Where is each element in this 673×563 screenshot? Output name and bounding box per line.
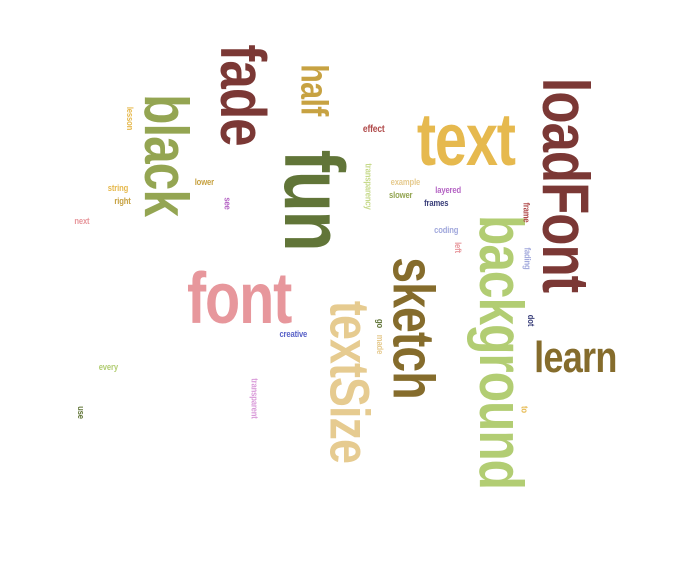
word-textsize: textSize <box>317 300 381 464</box>
word-fading: fading <box>522 246 533 270</box>
word-frame: frame <box>521 201 532 223</box>
word-transparent: transparent <box>249 377 260 419</box>
word-right: right <box>113 195 131 206</box>
word-frames: frames <box>424 197 449 208</box>
word-to: to <box>519 405 530 413</box>
word-coding: coding <box>434 224 459 235</box>
word-text: text <box>416 98 516 181</box>
word-made: made <box>374 334 385 354</box>
word-sketch: sketch <box>379 257 445 399</box>
word-black: black <box>131 94 201 216</box>
word-string: string <box>107 182 129 193</box>
word-use: use <box>75 405 86 419</box>
word-example: example <box>390 176 420 187</box>
word-next: next <box>74 215 90 226</box>
word-dot: dot <box>525 314 536 326</box>
word-learn: learn <box>533 333 617 382</box>
word-lower: lower <box>194 176 214 187</box>
word-creative: creative <box>278 328 307 339</box>
word-half: half <box>291 64 334 116</box>
word-left: left <box>452 241 463 253</box>
word-every: every <box>98 361 118 372</box>
word-loadfont: loadFont <box>529 77 604 293</box>
word-font: font <box>187 259 292 339</box>
word-see: see <box>222 196 233 210</box>
word-lesson: lesson <box>124 106 135 130</box>
word-fade: fade <box>207 44 280 146</box>
word-go: go <box>374 318 385 328</box>
word-layered: layered <box>435 184 461 195</box>
word-slower: slower <box>388 189 412 200</box>
word-transparency: transparency <box>363 162 374 210</box>
word-fun: fun <box>266 149 361 251</box>
word-effect: effect <box>362 124 385 135</box>
